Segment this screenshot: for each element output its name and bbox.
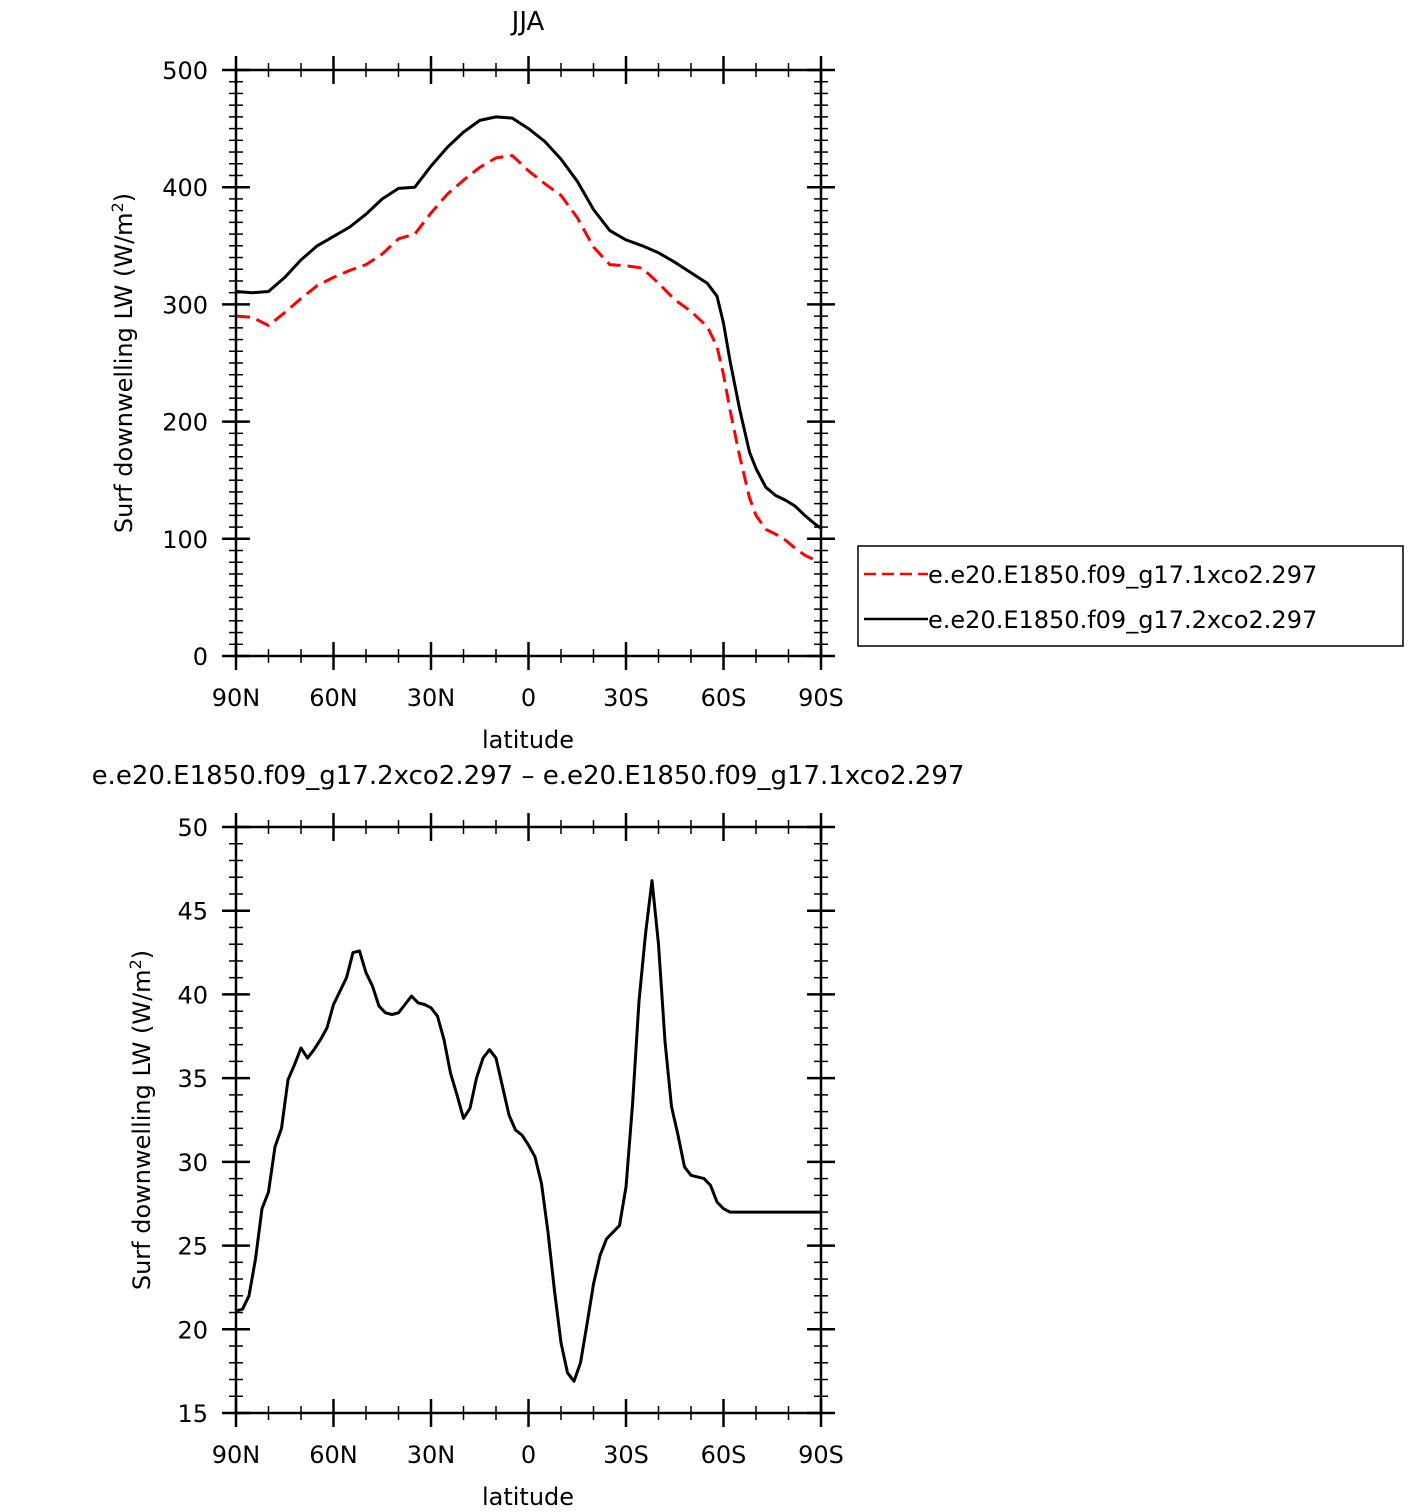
legend: e.e20.E1850.f09_g17.1xco2.297 e.e20.E185… bbox=[857, 545, 1404, 647]
top-y-axis-label-main: Surf downwelling LW (W/m bbox=[110, 212, 138, 533]
bottom-x-tick-label: 0 bbox=[521, 1441, 536, 1469]
top-lines bbox=[235, 115, 822, 564]
bottom-x-tick-label: 90S bbox=[798, 1441, 844, 1469]
legend-label-2xco2: e.e20.E1850.f09_g17.2xco2.297 bbox=[928, 606, 1317, 634]
top-x-tick-label: 60N bbox=[309, 684, 358, 712]
bottom-y-tick-label: 50 bbox=[177, 814, 208, 842]
bottom-lines bbox=[235, 879, 821, 1383]
bottom-y-axis-label-close: ) bbox=[128, 950, 156, 959]
top-series-line-1 bbox=[235, 115, 822, 530]
top-x-tick-label: 0 bbox=[521, 684, 536, 712]
top-y-tick-label: 0 bbox=[193, 643, 208, 671]
bottom-y-tick-label: 30 bbox=[177, 1149, 208, 1177]
bottom-x-tick-label: 30N bbox=[407, 1441, 456, 1469]
top-ticks: 0 100 200 300 400 500 90N 60N 30N 0 30S 60S 90S bbox=[162, 56, 844, 712]
bottom-chart: e.e20.E1850.f09_g17.2xco2.297 – e.e20.E1… bbox=[92, 761, 965, 1511]
bottom-y-tick-label: 25 bbox=[177, 1233, 208, 1261]
top-y-tick-label: 500 bbox=[162, 57, 208, 85]
top-y-tick-label: 100 bbox=[162, 526, 208, 554]
bottom-y-tick-label: 45 bbox=[177, 898, 208, 926]
legend-label-1xco2: e.e20.E1850.f09_g17.1xco2.297 bbox=[928, 561, 1317, 589]
bottom-y-axis-label-sup: 2 bbox=[126, 959, 145, 969]
bottom-x-tick-label: 60N bbox=[309, 1441, 358, 1469]
top-x-tick-label: 60S bbox=[701, 684, 747, 712]
top-chart-title: JJA bbox=[510, 7, 545, 37]
top-x-axis-label: latitude bbox=[482, 726, 574, 754]
bottom-chart-title: e.e20.E1850.f09_g17.2xco2.297 – e.e20.E1… bbox=[92, 761, 965, 791]
top-y-tick-label: 300 bbox=[162, 291, 208, 319]
bottom-y-axis-label: Surf downwelling LW (W/m2) bbox=[126, 950, 156, 1290]
top-plot-frame bbox=[234, 68, 823, 658]
bottom-plot-frame bbox=[234, 825, 823, 1415]
legend-box bbox=[857, 545, 1404, 647]
top-x-tick-label: 30N bbox=[407, 684, 456, 712]
bottom-x-tick-label: 30S bbox=[603, 1441, 649, 1469]
top-y-axis-label-sup: 2 bbox=[108, 202, 127, 212]
bottom-y-axis-label-main: Surf downwelling LW (W/m bbox=[128, 969, 156, 1290]
bottom-x-axis-label: latitude bbox=[482, 1483, 574, 1511]
bottom-y-tick-label: 40 bbox=[177, 981, 208, 1009]
bottom-y-tick-label: 15 bbox=[177, 1400, 208, 1428]
bottom-x-tick-label: 60S bbox=[701, 1441, 747, 1469]
top-y-axis-label: Surf downwelling LW (W/m2) bbox=[108, 193, 138, 533]
top-x-tick-label: 30S bbox=[603, 684, 649, 712]
top-y-tick-label: 400 bbox=[162, 174, 208, 202]
top-y-tick-label: 200 bbox=[162, 409, 208, 437]
top-y-axis-label-close: ) bbox=[110, 193, 138, 202]
top-x-tick-label: 90S bbox=[798, 684, 844, 712]
bottom-series-line-0 bbox=[235, 879, 821, 1383]
top-series-line-0 bbox=[235, 154, 822, 564]
bottom-x-tick-label: 90N bbox=[212, 1441, 261, 1469]
top-x-tick-label: 90N bbox=[212, 684, 261, 712]
bottom-y-tick-label: 35 bbox=[177, 1065, 208, 1093]
bottom-y-tick-label: 20 bbox=[177, 1316, 208, 1344]
